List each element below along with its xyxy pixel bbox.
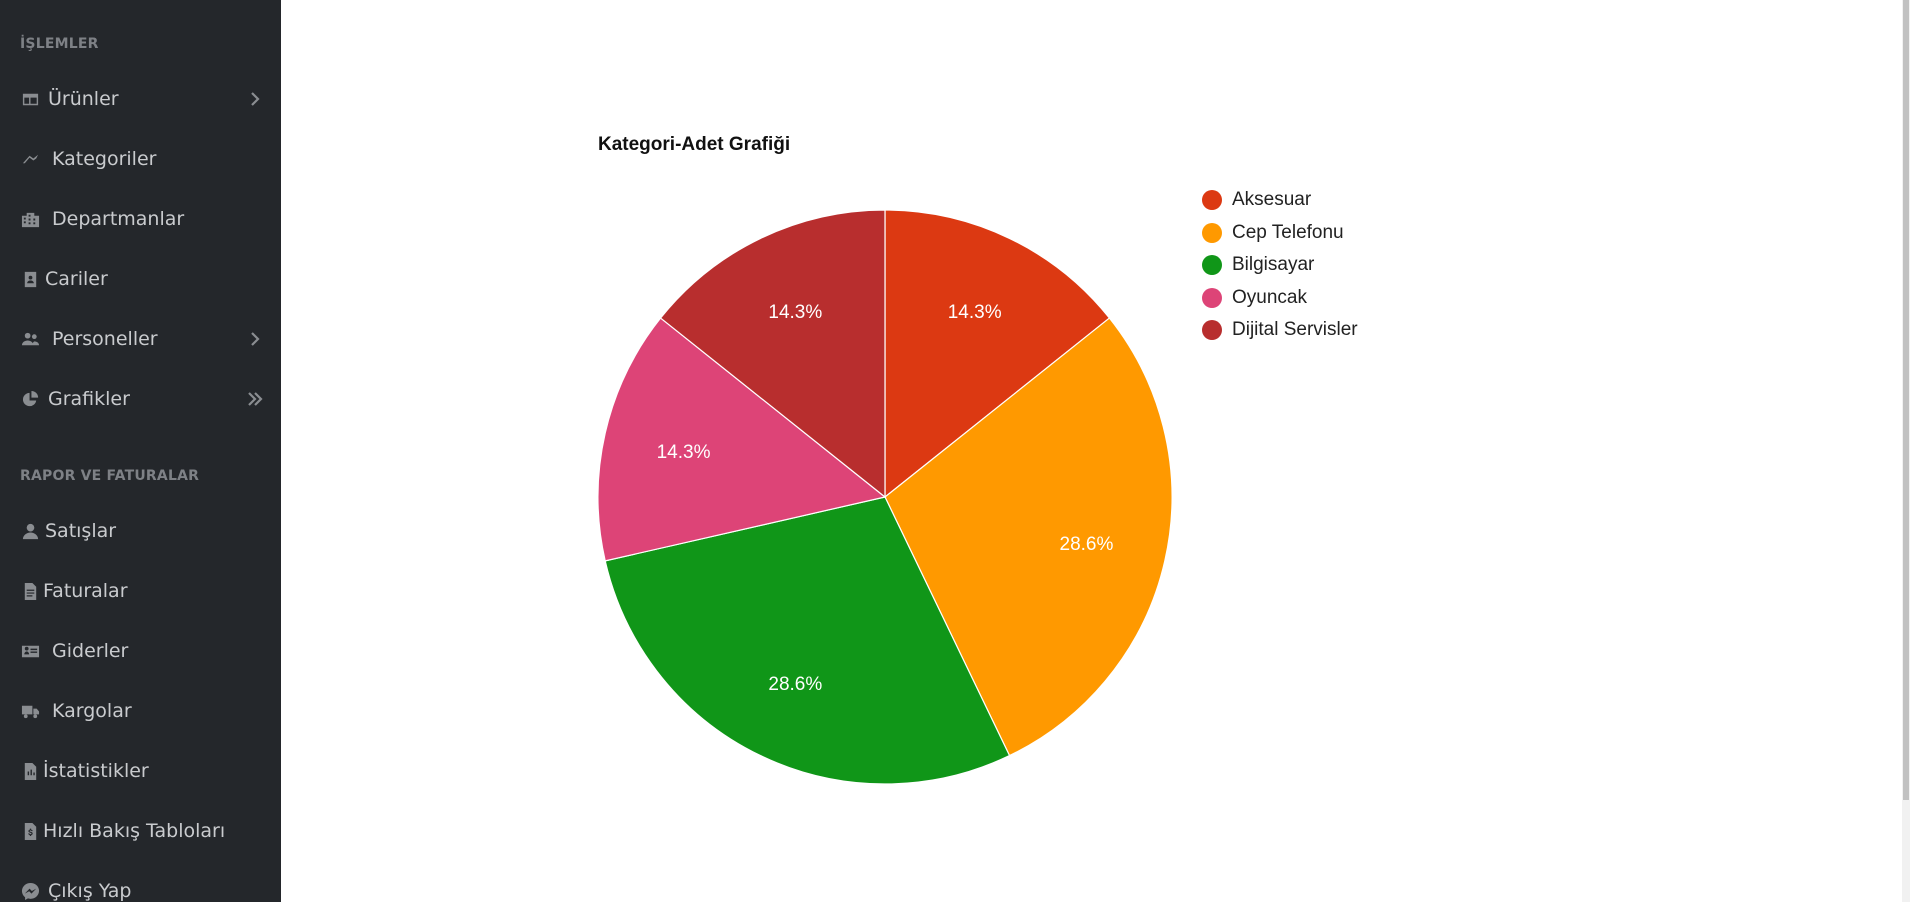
sidebar-item-satislar[interactable]: Satışlar [0, 507, 281, 555]
chevron-right-icon [247, 91, 263, 107]
legend-item: Aksesuar [1202, 184, 1358, 217]
legend-marker [1202, 287, 1222, 308]
contact-card-icon [20, 269, 40, 289]
chart-legend: Aksesuar Cep Telefonu Bilgisayar Oyuncak… [1202, 184, 1358, 347]
sidebar-item-label: Giderler [52, 640, 129, 662]
statistics-file-icon [20, 761, 40, 781]
sidebar-item-label: Kargolar [52, 700, 132, 722]
sidebar-item-departmanlar[interactable]: Departmanlar [0, 195, 281, 243]
legend-item: Cep Telefonu [1202, 217, 1358, 250]
sidebar-item-label: Ürünler [48, 88, 119, 110]
sidebar-item-istatistikler[interactable]: İstatistikler [0, 747, 281, 795]
legend-label: Aksesuar [1232, 189, 1312, 211]
sidebar-item-label: Grafikler [48, 388, 130, 410]
sidebar-item-kargolar[interactable]: Kargolar [0, 687, 281, 735]
sidebar-item-hizli-bakis-tablolari[interactable]: Hızlı Bakış Tabloları [0, 807, 281, 855]
section-title-rapor-ve-faturalar: RAPOR VE FATURALAR [20, 468, 200, 484]
sidebar-item-label: Faturalar [43, 580, 128, 602]
legend-label: Dijital Servisler [1232, 319, 1358, 341]
sidebar-item-personeller[interactable]: Personeller [0, 315, 281, 363]
pie-slice-label: 28.6% [1060, 534, 1114, 555]
pie-slice-label: 14.3% [657, 442, 711, 463]
tag-icon [20, 149, 40, 169]
legend-label: Bilgisayar [1232, 254, 1315, 276]
double-chevron-right-icon [247, 391, 263, 407]
sidebar-item-label: Hızlı Bakış Tabloları [43, 820, 226, 842]
legend-label: Oyuncak [1232, 286, 1307, 308]
building-icon [20, 209, 40, 229]
sidebar-item-urunler[interactable]: Ürünler [0, 75, 281, 123]
sidebar-item-cariler[interactable]: Cariler [0, 255, 281, 303]
sidebar-item-faturalar[interactable]: Faturalar [0, 567, 281, 615]
chevron-right-icon [247, 331, 263, 347]
pie-slice-cep-telefonu[interactable] [884, 317, 1173, 757]
pie-slice-oyuncak[interactable] [597, 317, 887, 562]
sidebar-item-label: Cariler [45, 268, 108, 290]
pie-slice-label: 14.3% [948, 302, 1002, 323]
legend-item: Oyuncak [1202, 282, 1358, 315]
pie-chart-icon [20, 389, 40, 409]
pie-slice-aksesuar[interactable] [884, 209, 1111, 499]
pie-slice-bilgisayar[interactable] [604, 496, 1011, 785]
messenger-icon [20, 881, 40, 901]
legend-marker [1202, 190, 1222, 211]
legend-label: Cep Telefonu [1232, 221, 1344, 243]
id-card-icon [20, 641, 40, 661]
chart-title: Kategori-Adet Grafiği [598, 134, 791, 155]
section-title-islemler: İŞLEMLER [20, 36, 99, 52]
pie-slice-dijital-servisler[interactable] [659, 209, 886, 499]
legend-marker [1202, 320, 1222, 341]
scrollbar-thumb[interactable] [1903, 0, 1909, 800]
pie-chart: 14.3% 28.6% 28.6% 14.3% 14.3% [597, 209, 1173, 785]
sidebar-item-label: Personeller [52, 328, 158, 350]
sidebar-item-label: Departmanlar [52, 208, 185, 230]
user-icon [20, 521, 40, 541]
legend-marker [1202, 222, 1222, 243]
truck-icon [20, 701, 40, 721]
sidebar-item-label: Satışlar [45, 520, 117, 542]
file-dollar-icon [20, 821, 40, 841]
sidebar-item-label: Kategoriler [52, 148, 157, 170]
sidebar-item-kategoriler[interactable]: Kategoriler [0, 135, 281, 183]
sidebar-item-grafikler[interactable]: Grafikler [0, 375, 281, 423]
sidebar-item-label: Çıkış Yap [48, 880, 132, 902]
sidebar-item-cikis-yap[interactable]: Çıkış Yap [0, 867, 281, 902]
sidebar: İŞLEMLER Ürünler Kategoriler Departmanla… [0, 0, 281, 902]
legend-item: Dijital Servisler [1202, 314, 1358, 347]
users-icon [20, 329, 40, 349]
invoice-icon [20, 581, 40, 601]
pie-slice-label: 28.6% [768, 674, 822, 695]
sidebar-item-label: İstatistikler [43, 760, 149, 782]
legend-item: Bilgisayar [1202, 249, 1358, 282]
legend-marker [1202, 255, 1222, 276]
pie-slice-label: 14.3% [768, 302, 822, 323]
table-icon [20, 89, 40, 109]
sidebar-item-giderler[interactable]: Giderler [0, 627, 281, 675]
